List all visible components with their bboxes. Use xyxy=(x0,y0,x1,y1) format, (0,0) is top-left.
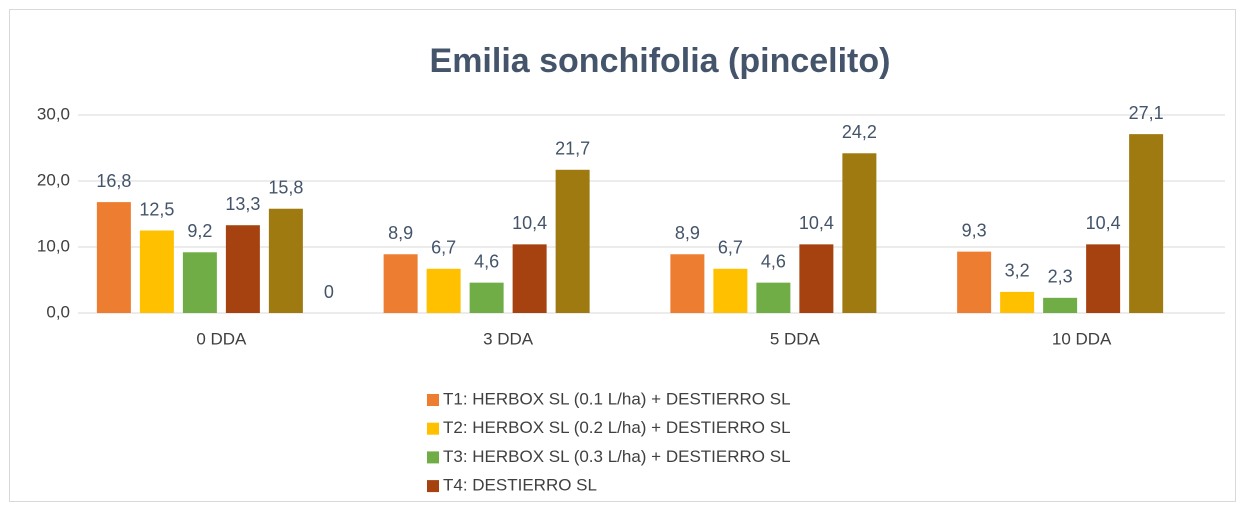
bar xyxy=(756,282,791,313)
bar xyxy=(225,225,260,313)
bar xyxy=(670,254,705,313)
data-label: 16,8 xyxy=(96,171,131,191)
bar xyxy=(842,153,877,313)
bar xyxy=(139,230,174,313)
bar xyxy=(1043,297,1078,313)
bar xyxy=(1000,291,1035,313)
data-label: 4,6 xyxy=(474,251,499,271)
bar xyxy=(96,202,131,313)
data-label: 8,9 xyxy=(388,223,413,243)
bar xyxy=(555,169,590,313)
bar xyxy=(182,252,217,313)
bar xyxy=(957,251,992,313)
data-label: 2,3 xyxy=(1048,267,1073,287)
legend-label: T1: HERBOX SL (0.1 L/ha) + DESTIERRO SL xyxy=(443,389,791,408)
bar xyxy=(268,208,303,313)
bar xyxy=(713,268,748,313)
chart-title: Emilia sonchifolia (pincelito) xyxy=(430,42,891,80)
bar xyxy=(469,282,504,313)
data-label: 6,7 xyxy=(718,238,743,258)
legend-label: T4: DESTIERRO SL xyxy=(443,476,597,495)
y-tick-label: 30,0 xyxy=(37,104,70,123)
y-tick-label: 20,0 xyxy=(37,170,70,189)
legend-swatch xyxy=(427,480,439,493)
bar xyxy=(1086,244,1121,313)
data-label: 10,4 xyxy=(512,213,547,233)
y-tick-label: 0,0 xyxy=(46,302,70,321)
x-tick-label: 5 DDA xyxy=(770,329,821,348)
data-label: 10,4 xyxy=(1086,213,1121,233)
legend-label: T2: HERBOX SL (0.2 L/ha) + DESTIERRO SL xyxy=(443,418,791,437)
data-label: 10,4 xyxy=(799,213,834,233)
data-label: 0 xyxy=(324,282,334,302)
y-tick-label: 10,0 xyxy=(37,236,70,255)
data-label: 15,8 xyxy=(268,177,303,197)
x-tick-label: 10 DDA xyxy=(1052,329,1112,348)
data-label: 21,7 xyxy=(555,139,590,159)
data-label: 9,2 xyxy=(187,221,212,241)
data-label: 8,9 xyxy=(675,223,700,243)
x-tick-label: 3 DDA xyxy=(483,329,534,348)
bar xyxy=(512,244,547,313)
legend-swatch xyxy=(427,451,439,464)
data-label: 27,1 xyxy=(1129,103,1164,123)
data-label: 3,2 xyxy=(1005,261,1030,281)
data-label: 9,3 xyxy=(962,220,987,240)
bar xyxy=(426,268,461,313)
data-label: 24,2 xyxy=(842,122,877,142)
data-label: 6,7 xyxy=(431,238,456,258)
data-label: 13,3 xyxy=(225,194,260,214)
data-label: 12,5 xyxy=(139,199,174,219)
bar xyxy=(1129,134,1164,313)
legend-label: T3: HERBOX SL (0.3 L/ha) + DESTIERRO SL xyxy=(443,447,791,466)
data-label: 4,6 xyxy=(761,251,786,271)
bar xyxy=(383,254,418,313)
legend-swatch xyxy=(427,394,439,406)
legend-swatch xyxy=(427,422,439,435)
bar xyxy=(799,244,834,313)
x-tick-label: 0 DDA xyxy=(196,329,247,348)
